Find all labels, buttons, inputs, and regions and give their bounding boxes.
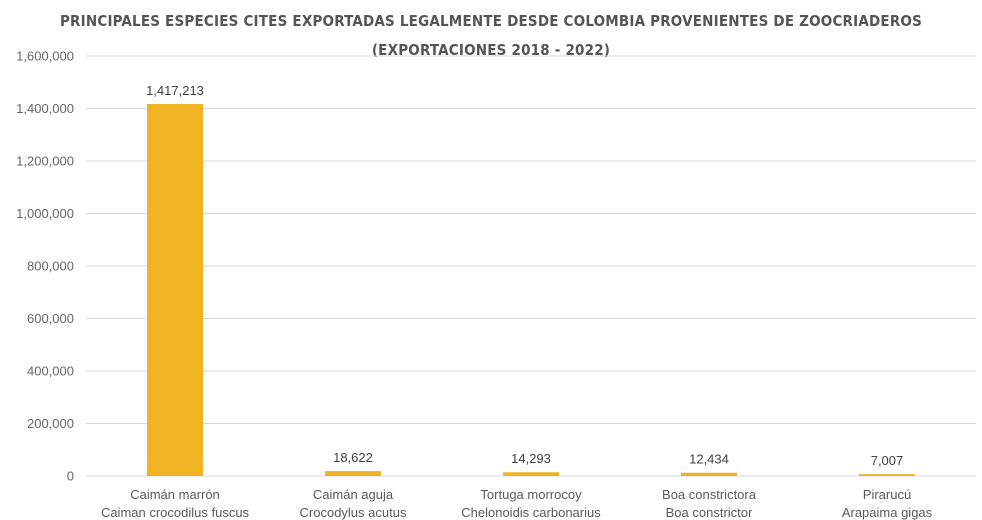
x-category-label: Caimán aguja: [313, 487, 394, 502]
data-label: 7,007: [871, 453, 904, 468]
x-category-label: Crocodylus acutus: [300, 505, 407, 520]
chart-subtitle: (EXPORTACIONES 2018 - 2022): [371, 41, 611, 59]
x-category-label: Arapaima gigas: [842, 505, 933, 520]
y-tick-label: 1,200,000: [16, 154, 74, 169]
bar: [859, 474, 915, 476]
bar: [147, 103, 203, 476]
x-category-label: Chelonoidis carbonarius: [461, 505, 601, 520]
y-tick-label: 1,400,000: [16, 101, 74, 116]
x-category-label: Boa constrictora: [662, 487, 757, 502]
x-category-label: Caimán marrón: [130, 487, 220, 502]
y-tick-label: 600,000: [27, 311, 74, 326]
y-tick-label: 800,000: [27, 259, 74, 274]
data-label: 18,622: [333, 450, 373, 465]
y-tick-label: 0: [67, 469, 74, 484]
x-category-label: Pirarucú: [863, 487, 911, 502]
y-tick-label: 1,600,000: [16, 49, 74, 64]
bar: [681, 472, 737, 476]
y-tick-label: 200,000: [27, 416, 74, 431]
data-label: 12,434: [689, 452, 729, 467]
x-category-label: Tortuga morrocoy: [480, 487, 582, 502]
y-tick-label: 1,000,000: [16, 206, 74, 221]
y-tick-label: 400,000: [27, 364, 74, 379]
x-category-label: Boa constrictor: [666, 505, 753, 520]
chart-title: PRINCIPALES ESPECIES CITES EXPORTADAS LE…: [59, 12, 923, 30]
data-label: 1,417,213: [146, 83, 204, 98]
x-category-label: Caiman crocodilus fuscus: [101, 505, 250, 520]
bar: [503, 472, 559, 476]
data-label: 14,293: [511, 451, 551, 466]
bar: [325, 471, 381, 476]
